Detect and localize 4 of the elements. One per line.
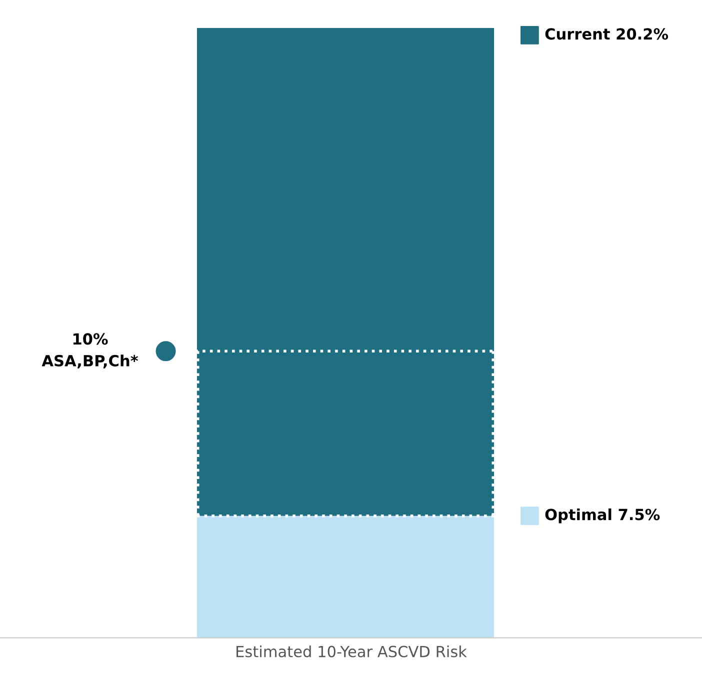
ref-line-label: 10% ASA,BP,Ch* [42, 333, 138, 368]
text: Current 20.2% [545, 28, 668, 40]
text: Optimal 7.5% [545, 508, 660, 524]
x-axis-title: Estimated 10-Year ASCVD Risk [236, 645, 467, 658]
